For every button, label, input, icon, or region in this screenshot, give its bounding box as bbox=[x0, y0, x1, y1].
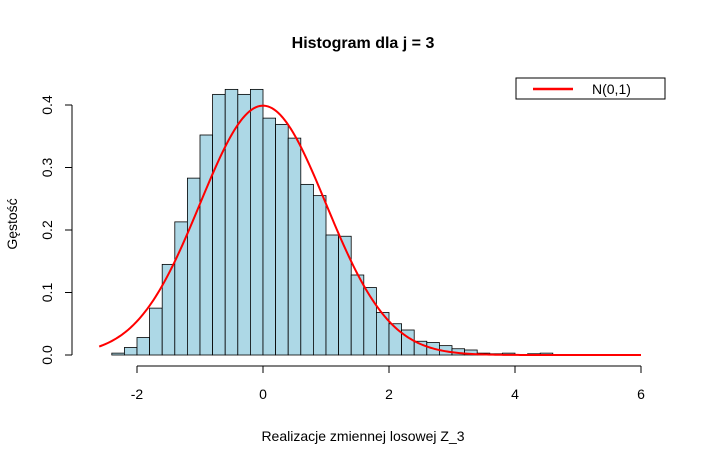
y-tick-label: 0.1 bbox=[39, 283, 55, 303]
chart-title: Histogram dla j = 3 bbox=[292, 35, 435, 52]
histogram-bar bbox=[149, 307, 163, 356]
y-axis: 0.0 0.1 0.2 0.3 0.4 bbox=[39, 95, 73, 365]
y-tick-label: 0.0 bbox=[39, 345, 55, 365]
histogram-bar bbox=[212, 93, 226, 356]
x-tick-label: -2 bbox=[131, 386, 144, 402]
normal-density-line bbox=[98, 104, 641, 356]
histogram-bar bbox=[124, 347, 138, 356]
x-tick-label: 0 bbox=[259, 386, 267, 402]
histogram-bar bbox=[136, 337, 151, 356]
histogram-bar bbox=[186, 177, 201, 356]
histogram-bar bbox=[464, 349, 478, 356]
histogram-bars bbox=[111, 88, 554, 356]
histogram-bar bbox=[287, 137, 302, 356]
y-tick-label: 0.2 bbox=[39, 220, 55, 240]
histogram-bar bbox=[350, 274, 365, 356]
y-tick-label: 0.4 bbox=[39, 95, 55, 115]
legend: N(0,1) bbox=[515, 77, 666, 100]
x-axis-label: Realizacje zmiennej losowej Z_3 bbox=[261, 428, 464, 444]
histogram-bar bbox=[338, 235, 352, 356]
y-tick-label: 0.3 bbox=[39, 158, 55, 178]
histogram-bar bbox=[161, 263, 176, 356]
histogram-bar bbox=[325, 234, 340, 356]
x-tick-label: 4 bbox=[511, 386, 519, 402]
histogram-bar bbox=[249, 88, 264, 356]
legend-label: N(0,1) bbox=[592, 81, 631, 97]
histogram-bar bbox=[174, 221, 188, 356]
x-tick-label: 6 bbox=[637, 386, 645, 402]
legend-box bbox=[515, 77, 666, 100]
histogram-bar bbox=[300, 183, 314, 356]
histogram-bar bbox=[275, 123, 289, 356]
histogram-bar bbox=[312, 195, 327, 356]
x-axis: -2 0 2 4 6 bbox=[131, 365, 645, 402]
histogram-bar bbox=[199, 134, 214, 356]
histogram-bar bbox=[237, 93, 251, 356]
histogram-bar bbox=[111, 352, 125, 356]
x-tick-label: 2 bbox=[385, 386, 393, 402]
y-axis-label: Gęstość bbox=[4, 198, 20, 249]
histogram-bar bbox=[262, 117, 277, 356]
